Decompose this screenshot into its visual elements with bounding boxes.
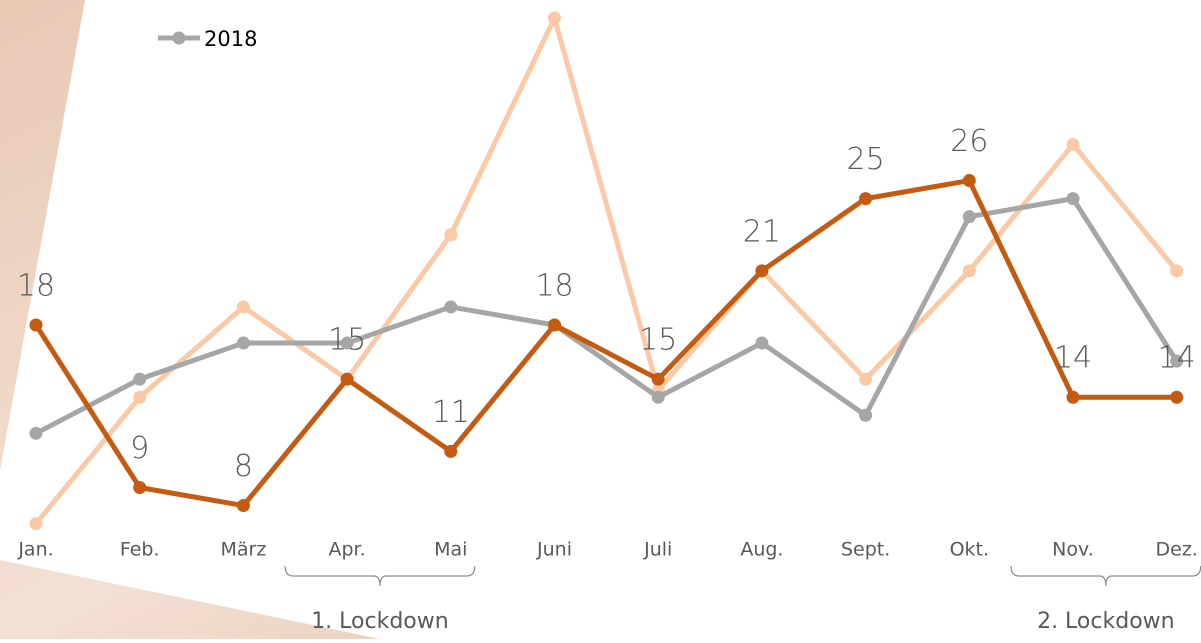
data-label: 11 (432, 395, 470, 430)
data-label: 21 (743, 214, 781, 249)
point (133, 481, 147, 494)
point (29, 318, 43, 332)
x-tick-label: Apr. (329, 539, 366, 561)
plot: Jan. Feb. März Apr. Mai Juni Juli Aug. Sept. Okt.… (17, 11, 1201, 634)
point (651, 372, 665, 386)
x-tick-label: Aug. (740, 539, 783, 561)
x-tick-label: Sept. (841, 539, 890, 561)
point (1066, 390, 1080, 404)
point (340, 372, 354, 386)
point (133, 372, 147, 386)
series-line (34, 15, 1179, 526)
data-label: 18 (17, 269, 55, 304)
point (444, 444, 458, 458)
legend-label: 2018 (204, 27, 257, 51)
data-label: 18 (535, 269, 573, 304)
point (1170, 390, 1184, 404)
point (1170, 264, 1184, 278)
point (651, 390, 665, 404)
point (133, 390, 147, 404)
point (236, 336, 250, 350)
point (962, 210, 976, 224)
x-tick-label: Jan. (17, 539, 53, 561)
x-tick-label: Nov. (1052, 539, 1094, 561)
point (444, 300, 458, 314)
data-label: 9 (130, 431, 149, 466)
data-label: 15 (328, 323, 366, 358)
data-label: 15 (639, 323, 677, 358)
annotation: 2. Lockdown (1037, 609, 1175, 634)
point (755, 336, 769, 350)
x-tick-label: März (220, 539, 266, 561)
x-tick-label: Dez. (1156, 539, 1198, 561)
x-tick-label: Juli (643, 539, 672, 561)
point (444, 228, 458, 242)
legend-marker (172, 31, 186, 45)
point (548, 11, 561, 25)
point (755, 264, 769, 278)
brace (1010, 565, 1201, 587)
point (859, 192, 873, 206)
brace (284, 565, 476, 587)
point (340, 336, 354, 350)
point (962, 174, 976, 188)
data-label: 8 (234, 449, 253, 484)
point (859, 372, 873, 386)
point (236, 300, 250, 314)
data-label: 14 (1158, 341, 1196, 376)
series-line (33, 178, 1177, 509)
point (1066, 137, 1080, 151)
annotation: 1. Lockdown (311, 609, 449, 634)
data-label: 26 (950, 124, 988, 159)
x-tick-label: Okt. (950, 539, 989, 561)
point (548, 318, 561, 332)
point (1066, 192, 1080, 206)
point (1170, 354, 1184, 368)
data-label: 25 (847, 142, 885, 177)
point (236, 499, 250, 513)
point (29, 426, 43, 440)
point (962, 264, 976, 278)
x-tick-label: Feb. (120, 539, 160, 561)
x-tick-label: Mai (434, 539, 467, 561)
point (859, 408, 873, 422)
x-tick-label: Juni (536, 539, 572, 561)
data-label: 14 (1054, 341, 1092, 376)
point (29, 517, 43, 531)
